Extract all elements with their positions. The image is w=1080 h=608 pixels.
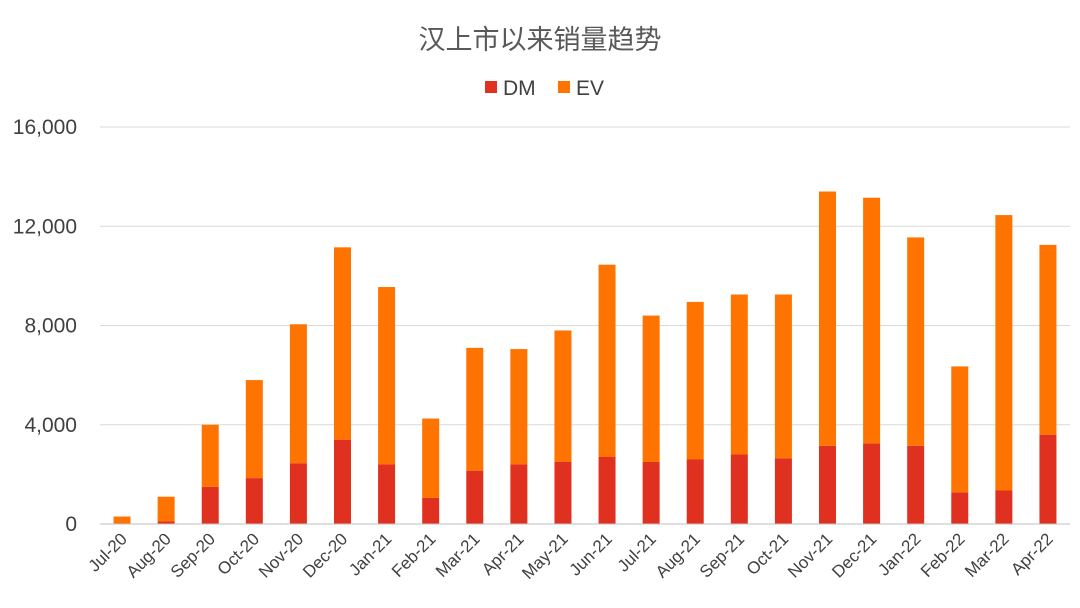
y-tick-label: 0 — [65, 513, 77, 536]
legend: DM EV — [485, 77, 604, 100]
legend-label-ev: EV — [576, 77, 604, 100]
bar-ev-feb-22 — [951, 366, 969, 493]
x-tick-label: Jun-21 — [566, 529, 616, 579]
x-tick-label: Jan-21 — [345, 529, 395, 579]
y-tick-label: 16,000 — [13, 116, 77, 139]
bar-ev-mar-21 — [466, 347, 484, 471]
x-tick-label: Oct-20 — [214, 529, 264, 579]
bar-ev-jan-22 — [907, 237, 925, 446]
bar-ev-jul-20 — [113, 516, 131, 524]
bars — [113, 191, 1057, 524]
y-tick-label: 8,000 — [24, 315, 77, 338]
bar-ev-nov-20 — [289, 324, 307, 464]
x-tick-label: Mar-21 — [432, 529, 484, 581]
bar-ev-aug-21 — [686, 301, 704, 460]
x-tick-label: Dec-20 — [299, 529, 351, 581]
bar-ev-jan-21 — [378, 287, 396, 465]
bar-dm-dec-21 — [863, 443, 881, 524]
bar-ev-apr-21 — [510, 349, 528, 465]
bar-ev-feb-21 — [422, 418, 440, 498]
bar-dm-mar-21 — [466, 470, 484, 524]
chart-title: 汉上市以来销量趋势 — [419, 25, 662, 56]
y-tick-label: 4,000 — [24, 414, 77, 437]
bar-dm-sep-20 — [201, 486, 219, 524]
x-tick-label: Aug-21 — [652, 529, 704, 581]
bar-ev-nov-21 — [819, 191, 836, 446]
legend-swatch-ev — [558, 81, 570, 93]
bar-dm-feb-22 — [951, 492, 969, 524]
bar-ev-mar-22 — [995, 215, 1013, 491]
x-tick-label: Jan-22 — [874, 529, 924, 579]
bar-ev-sep-21 — [730, 294, 748, 455]
x-tick-label: Nov-21 — [784, 529, 836, 581]
bar-ev-apr-22 — [1039, 244, 1057, 435]
x-tick-label: Sep-20 — [167, 529, 219, 581]
bar-dm-dec-20 — [334, 439, 351, 524]
bar-dm-sep-21 — [730, 454, 748, 524]
bar-dm-apr-22 — [1039, 434, 1057, 524]
bar-dm-apr-21 — [510, 464, 528, 524]
y-axis: 0 4,000 8,000 12,000 16,000 — [13, 116, 77, 536]
x-tick-label: Nov-20 — [255, 529, 307, 581]
bar-dm-oct-21 — [774, 458, 792, 524]
y-tick-label: 12,000 — [13, 215, 77, 238]
legend-label-dm: DM — [503, 77, 536, 100]
x-tick-label: Aug-20 — [123, 529, 175, 581]
bar-dm-nov-21 — [819, 445, 836, 524]
x-tick-label: Feb-22 — [917, 529, 969, 581]
bar-ev-oct-21 — [774, 294, 792, 459]
bar-ev-aug-20 — [157, 496, 175, 522]
bar-ev-oct-20 — [245, 380, 263, 479]
bar-dm-jul-21 — [642, 461, 660, 524]
bar-dm-jun-21 — [598, 457, 616, 524]
bar-ev-dec-21 — [863, 197, 881, 444]
bar-ev-jun-21 — [598, 264, 616, 458]
bar-dm-aug-21 — [686, 459, 704, 524]
bar-ev-may-21 — [554, 330, 572, 462]
x-tick-label: May-21 — [518, 529, 572, 583]
x-tick-label: Dec-21 — [828, 529, 880, 581]
bar-ev-dec-20 — [334, 247, 351, 440]
x-tick-label: Sep-21 — [696, 529, 748, 581]
bar-dm-aug-20 — [157, 521, 175, 524]
bar-dm-nov-20 — [289, 463, 307, 524]
bar-dm-oct-20 — [245, 478, 263, 524]
bar-dm-jan-21 — [378, 464, 396, 524]
bar-dm-mar-22 — [995, 490, 1013, 524]
x-axis: Jul-20Aug-20Sep-20Oct-20Nov-20Dec-20Jan-… — [85, 529, 1057, 583]
bar-dm-feb-21 — [422, 497, 440, 524]
x-tick-label: Oct-21 — [743, 529, 793, 579]
x-tick-label: Feb-21 — [388, 529, 440, 581]
bar-dm-jan-22 — [907, 445, 925, 524]
gridlines — [100, 126, 1070, 426]
legend-swatch-dm — [485, 81, 497, 93]
x-tick-label: Mar-22 — [961, 529, 1013, 581]
bar-dm-may-21 — [554, 461, 572, 524]
bar-ev-sep-20 — [201, 424, 219, 487]
x-tick-label: Apr-22 — [1007, 529, 1057, 579]
bar-ev-jul-21 — [642, 315, 660, 462]
